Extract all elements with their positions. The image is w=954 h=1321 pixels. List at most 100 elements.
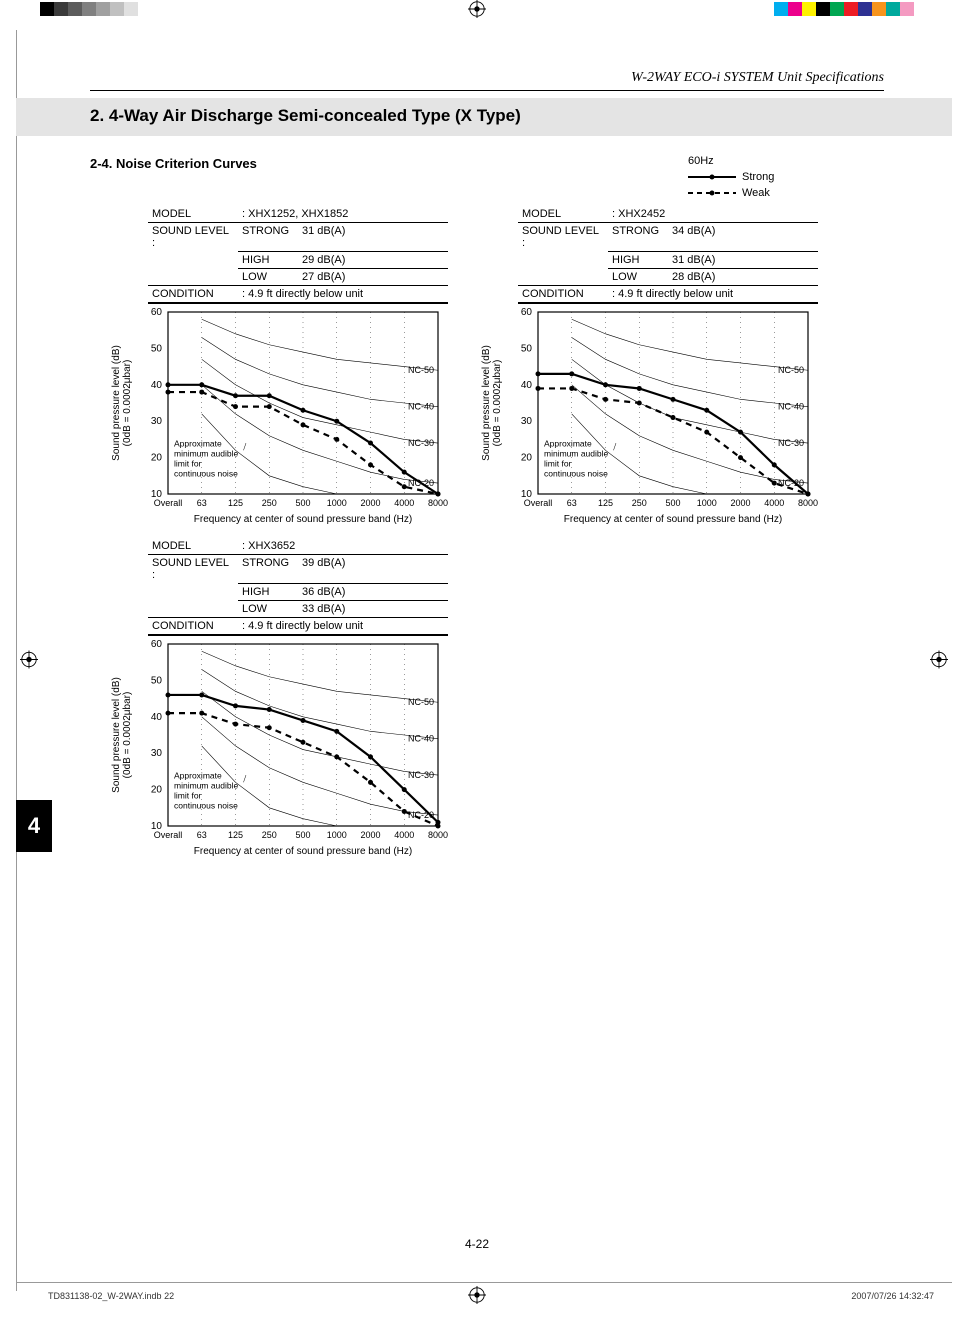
strong-label: STRONG	[608, 223, 668, 252]
model-label: MODEL	[148, 206, 238, 223]
high-label: HIGH	[238, 583, 298, 600]
chart-block: MODEL: XHX1252, XHX1852 SOUND LEVEL :STR…	[108, 206, 468, 524]
xtick: 4000	[764, 498, 784, 508]
legend-strong-label: Strong	[742, 171, 774, 183]
xtick: 2000	[360, 498, 380, 508]
xlabel: Frequency at center of sound pressure ba…	[194, 514, 412, 524]
xtick: 250	[262, 830, 277, 840]
ytick: 30	[151, 748, 163, 759]
nc-chart: 102030405060Overall631252505001000200040…	[108, 304, 448, 524]
xlabel: Frequency at center of sound pressure ba…	[194, 846, 412, 856]
section-title: 2. 4-Way Air Discharge Semi-concealed Ty…	[90, 106, 521, 126]
legend-strong-row: Strong	[688, 169, 774, 185]
xtick: 500	[295, 498, 310, 508]
high-value: 36 dB(A)	[298, 583, 448, 600]
spec-table: MODEL: XHX2452 SOUND LEVEL :STRONG34 dB(…	[518, 206, 818, 304]
ytick: 60	[151, 307, 163, 318]
page-number: 4-22	[465, 1237, 489, 1251]
low-label: LOW	[608, 268, 668, 285]
strong-label: STRONG	[238, 555, 298, 584]
condition-value: : 4.9 ft directly below unit	[238, 617, 448, 635]
nc-label: NC-30	[408, 438, 434, 448]
ytick: 20	[521, 452, 533, 463]
strong-value: 34 dB(A)	[668, 223, 818, 252]
section-title-bar: 2. 4-Way Air Discharge Semi-concealed Ty…	[16, 98, 952, 136]
high-value: 29 dB(A)	[298, 251, 448, 268]
xtick: 8000	[428, 498, 448, 508]
ytick: 30	[151, 416, 163, 427]
xtick: 4000	[394, 498, 414, 508]
nc-chart: 102030405060Overall631252505001000200040…	[108, 636, 448, 856]
nc-label: NC-50	[778, 365, 804, 375]
registration-marks-top	[0, 0, 954, 20]
ylabel: Sound pressure level (dB)(0dB = 0.0002μb…	[111, 345, 133, 461]
audible-label: Approximateminimum audiblelimit forconti…	[544, 438, 609, 478]
chart-legend: 60Hz Strong Weak	[688, 155, 774, 201]
reg-mid-left-icon	[20, 650, 38, 671]
audible-label: Approximateminimum audiblelimit forconti…	[174, 770, 239, 810]
strong-label: STRONG	[238, 223, 298, 252]
reg-grayscale	[40, 2, 138, 16]
ytick: 40	[151, 379, 163, 390]
ylabel: Sound pressure level (dB)(0dB = 0.0002μb…	[111, 677, 133, 793]
footer-rule	[16, 1282, 952, 1283]
xtick: 2000	[360, 830, 380, 840]
ylabel: Sound pressure level (dB)(0dB = 0.0002μb…	[481, 345, 503, 461]
sound-level-label: SOUND LEVEL :	[148, 555, 238, 584]
xtick: 250	[262, 498, 277, 508]
high-label: HIGH	[608, 251, 668, 268]
chart-block: MODEL: XHX3652 SOUND LEVEL :STRONG39 dB(…	[108, 538, 468, 856]
ytick: 50	[151, 675, 163, 686]
subsection-title: 2-4. Noise Criterion Curves	[90, 156, 257, 171]
condition-label: CONDITION	[518, 285, 608, 303]
chart-block: MODEL: XHX2452 SOUND LEVEL :STRONG34 dB(…	[478, 206, 838, 524]
legend-weak-row: Weak	[688, 185, 774, 201]
strong-value: 31 dB(A)	[298, 223, 448, 252]
audible-label: Approximateminimum audiblelimit forconti…	[174, 438, 239, 478]
nc-label: NC-40	[408, 733, 434, 743]
xtick: 63	[197, 498, 207, 508]
low-value: 28 dB(A)	[668, 268, 818, 285]
ytick: 40	[521, 379, 533, 390]
condition-value: : 4.9 ft directly below unit	[608, 285, 818, 303]
xtick: 63	[567, 498, 577, 508]
xtick: 125	[228, 830, 243, 840]
nc-label: NC-40	[408, 401, 434, 411]
ytick: 60	[521, 307, 533, 318]
xtick: 1000	[327, 830, 347, 840]
nc-chart: 102030405060Overall631252505001000200040…	[478, 304, 818, 524]
xtick: 250	[632, 498, 647, 508]
xlabel: Frequency at center of sound pressure ba…	[564, 514, 782, 524]
model-label: MODEL	[148, 538, 238, 555]
condition-value: : 4.9 ft directly below unit	[238, 285, 448, 303]
high-label: HIGH	[238, 251, 298, 268]
xtick: 8000	[428, 830, 448, 840]
strong-value: 39 dB(A)	[298, 555, 448, 584]
header-rule	[90, 90, 884, 91]
model-value: : XHX1252, XHX1852	[238, 206, 448, 223]
condition-label: CONDITION	[148, 285, 238, 303]
doc-header: W-2WAY ECO-i SYSTEM Unit Specifications	[631, 70, 884, 86]
low-value: 27 dB(A)	[298, 268, 448, 285]
legend-freq: 60Hz	[688, 155, 774, 167]
ytick: 40	[151, 711, 163, 722]
ytick: 30	[521, 416, 533, 427]
xtick: 63	[197, 830, 207, 840]
ytick: 50	[521, 343, 533, 354]
footer-file: TD831138-02_W-2WAY.indb 22	[48, 1291, 174, 1301]
reg-color	[774, 2, 914, 16]
reg-center-icon	[468, 0, 486, 21]
sound-level-label: SOUND LEVEL :	[518, 223, 608, 252]
condition-label: CONDITION	[148, 617, 238, 635]
model-value: : XHX2452	[608, 206, 818, 223]
nc-label: NC-30	[778, 438, 804, 448]
xtick: Overall	[154, 830, 183, 840]
xtick: 8000	[798, 498, 818, 508]
nc-label: NC-40	[778, 401, 804, 411]
xtick: 500	[665, 498, 680, 508]
legend-weak-label: Weak	[742, 187, 770, 199]
footer-timestamp: 2007/07/26 14:32:47	[851, 1291, 934, 1301]
xtick: Overall	[524, 498, 553, 508]
nc-label: NC-50	[408, 365, 434, 375]
high-value: 31 dB(A)	[668, 251, 818, 268]
